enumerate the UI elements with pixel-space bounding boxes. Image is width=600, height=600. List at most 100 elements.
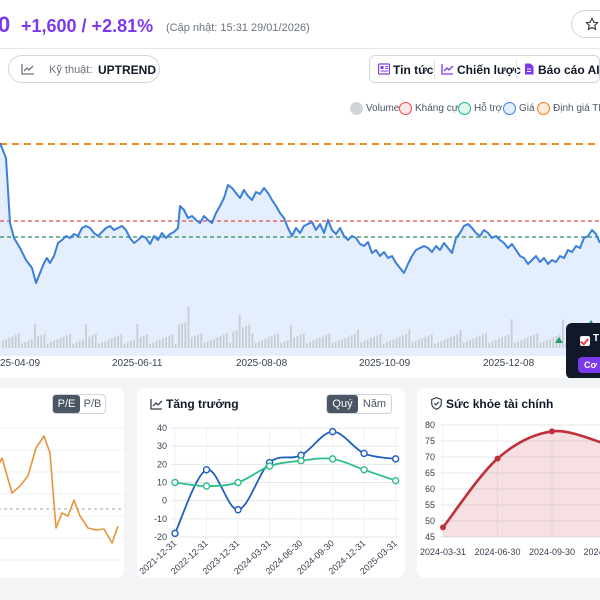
legend-price-label: Giá xyxy=(519,103,535,114)
volume-bar xyxy=(552,337,555,348)
y-tick-label: 80 xyxy=(425,420,435,430)
legend-support-label: Hỗ trợ xyxy=(474,103,503,114)
volume-bar xyxy=(411,342,414,348)
volume-bar xyxy=(501,337,503,348)
tab-quarter[interactable]: Quý xyxy=(327,395,358,413)
volume-bar xyxy=(222,334,225,348)
y-tick-label: 20 xyxy=(157,459,167,469)
volume-bar xyxy=(75,342,78,348)
volume-bar xyxy=(190,337,193,348)
volume-bar xyxy=(379,333,382,348)
growth-data-point xyxy=(171,478,179,487)
x-axis-label: 25-04-09 xyxy=(0,358,41,369)
trend-up-icon xyxy=(150,399,163,410)
volume-bar xyxy=(107,339,110,348)
volume-bar xyxy=(498,338,500,348)
volume-bar xyxy=(318,337,321,348)
growth-data-point xyxy=(360,466,368,474)
volume-bar xyxy=(155,341,158,348)
technical-value: UPTREND xyxy=(98,63,157,77)
signal-tooltip[interactable]: T Cơ xyxy=(566,323,600,379)
volume-bar xyxy=(174,343,177,348)
volume-bar xyxy=(395,338,398,348)
y-tick-label: -10 xyxy=(154,514,167,524)
tab-pb[interactable]: P/B xyxy=(83,398,102,410)
pe-line xyxy=(0,435,119,544)
volume-bar xyxy=(85,324,87,348)
watchlist-button[interactable] xyxy=(571,10,600,38)
volume-bar xyxy=(443,339,446,348)
volume-bar xyxy=(91,335,94,348)
technical-trend-pill[interactable]: Kỹ thuật: UPTREND xyxy=(8,55,160,83)
x-tick-label: 2024-03-31 xyxy=(420,547,466,557)
volume-bar xyxy=(43,333,46,348)
volume-bar xyxy=(226,333,228,348)
strategy-button[interactable]: Chiến lược xyxy=(435,56,521,82)
volume-bar xyxy=(158,339,161,348)
growth-data-point xyxy=(391,455,400,463)
volume-bar xyxy=(40,335,43,348)
volume-bar xyxy=(126,342,129,348)
growth-data-point xyxy=(202,466,211,474)
volume-bar xyxy=(168,335,171,348)
news-button[interactable]: Tin tức xyxy=(370,56,434,82)
volume-bar xyxy=(194,335,196,348)
pe-pb-toggle: P/E P/B xyxy=(52,394,106,414)
volume-bar xyxy=(142,335,145,348)
volume-bar xyxy=(101,342,103,348)
volume-bar xyxy=(446,338,449,348)
growth-data-point xyxy=(391,476,400,485)
volume-bar xyxy=(219,335,222,348)
volume-bar xyxy=(11,336,14,348)
volume-bar xyxy=(402,335,404,348)
volume-bar xyxy=(18,333,20,348)
health-line xyxy=(441,429,600,529)
volume-bar xyxy=(418,339,420,348)
volume-bar xyxy=(165,337,167,348)
news-label: Tin tức xyxy=(393,63,434,77)
volume-bar xyxy=(331,343,334,348)
volume-bar xyxy=(280,343,283,348)
volume-bar xyxy=(245,326,247,348)
tooltip-action-button[interactable]: Cơ xyxy=(578,357,600,373)
volume-bar xyxy=(366,339,369,348)
volume-bar xyxy=(136,324,139,348)
volume-bar xyxy=(347,336,350,348)
volume-bar xyxy=(37,336,39,348)
volume-bar xyxy=(152,342,155,348)
volume-bar xyxy=(539,342,542,348)
update-timestamp: (Cập nhật: 15:31 29/01/2026) xyxy=(166,22,310,34)
volume-bar xyxy=(450,337,452,348)
volume-bar xyxy=(162,338,164,348)
growth-data-point xyxy=(297,456,305,465)
price-change: +1,600 / +2.81% xyxy=(21,16,154,36)
volume-bar xyxy=(264,338,267,348)
volume-bar xyxy=(197,334,199,348)
volume-bar xyxy=(363,340,366,348)
current-price: 0 xyxy=(0,12,11,37)
volume-bar xyxy=(360,342,363,348)
strategy-chart-icon xyxy=(441,64,454,75)
tab-pe[interactable]: P/E xyxy=(53,395,80,413)
document-icon xyxy=(525,63,534,75)
volume-bar xyxy=(72,343,75,348)
tab-year[interactable]: Năm xyxy=(362,398,387,410)
button-divider xyxy=(434,59,435,79)
price-chart[interactable]: Volume Kháng cự Hỗ trợ Giá Định giá TB 2… xyxy=(0,88,600,379)
volume-bar xyxy=(373,336,375,348)
volume-bar xyxy=(251,333,254,348)
volume-bar xyxy=(338,340,340,348)
y-tick-label: 75 xyxy=(425,436,435,446)
volume-bar xyxy=(50,342,52,348)
news-icon xyxy=(378,63,390,75)
volume-bar xyxy=(408,329,411,348)
volume-bar xyxy=(235,330,238,348)
y-tick-label: -20 xyxy=(154,532,167,542)
ai-report-button[interactable]: Báo cáo AI xyxy=(517,56,600,82)
volume-bar xyxy=(357,329,359,348)
volume-bar xyxy=(110,338,113,348)
volume-bar xyxy=(427,335,430,348)
volume-bar xyxy=(258,341,260,348)
volume-bar xyxy=(328,333,331,348)
volume-bar xyxy=(526,337,529,348)
